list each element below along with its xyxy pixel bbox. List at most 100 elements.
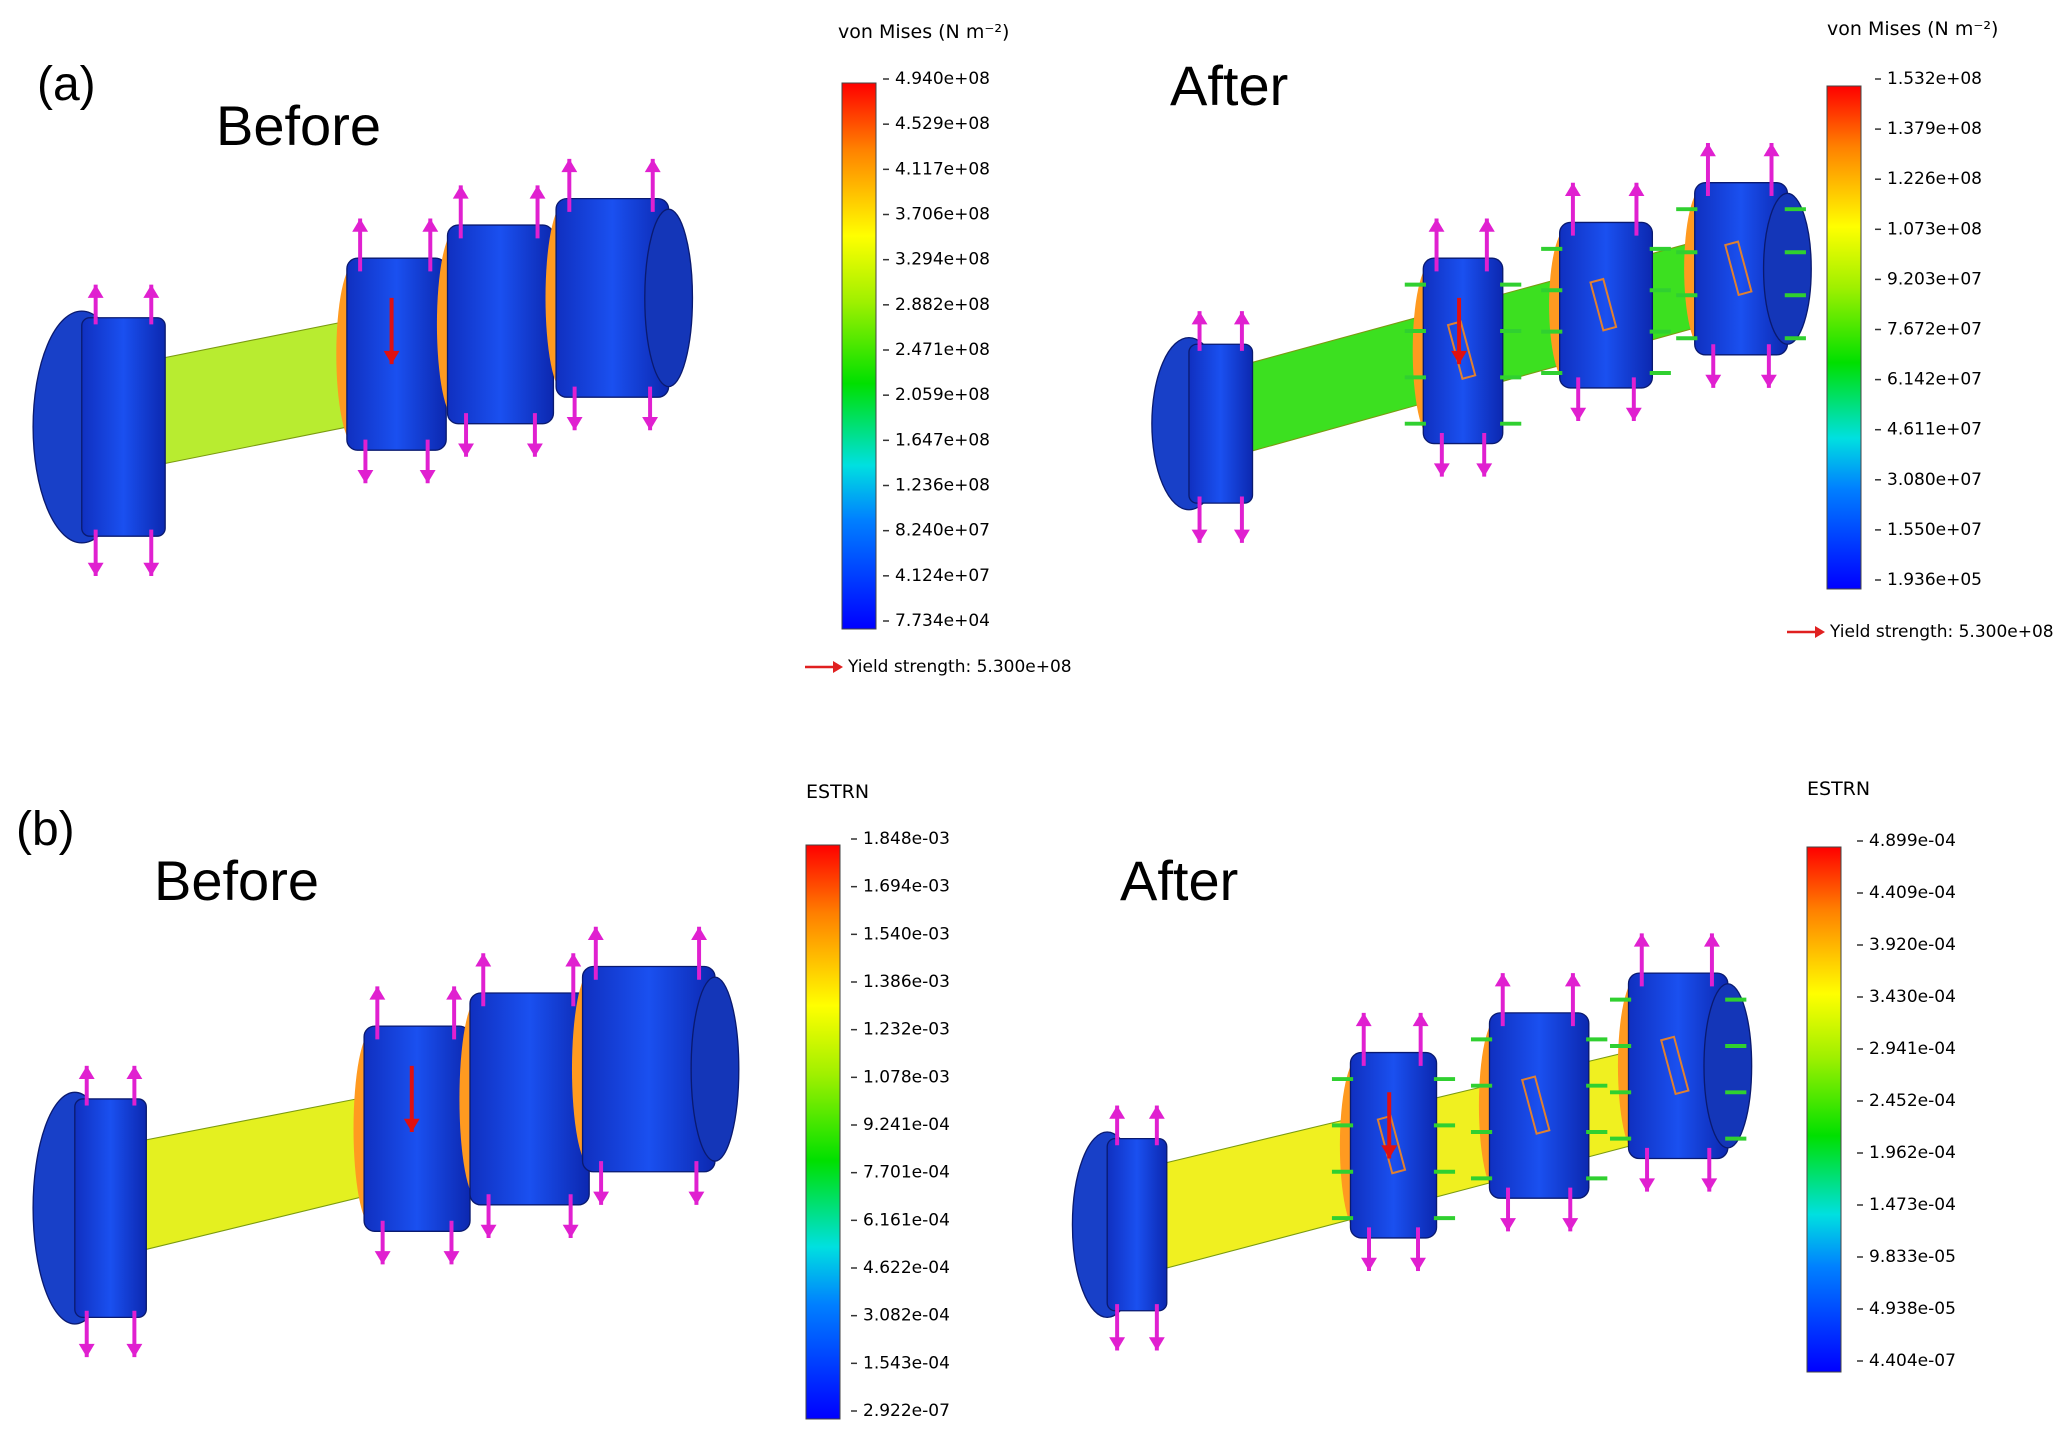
arrow-head — [644, 158, 661, 173]
disc — [1188, 343, 1254, 504]
panel-label: (b) — [16, 803, 75, 856]
arrow-head — [1500, 1218, 1516, 1232]
shaft-assembly — [32, 926, 740, 1358]
arrow-head — [352, 218, 369, 232]
arrow-head — [419, 470, 436, 484]
legend-tick-label: 2.941e-04 — [1869, 1039, 1956, 1059]
arrow-head — [480, 1224, 497, 1238]
arrow-head — [1564, 182, 1581, 196]
legend-tick-label: 4.940e+08 — [895, 69, 990, 89]
legend-tick-label: 8.240e+07 — [895, 521, 990, 541]
legend-tick-label: 4.124e+07 — [895, 566, 990, 586]
arrow-head — [143, 562, 160, 576]
arrow-head — [1705, 374, 1722, 388]
arrow-head — [1625, 407, 1642, 422]
disc — [469, 992, 590, 1206]
disc — [363, 1025, 471, 1232]
legend-tick-label: 9.833e-05 — [1869, 1247, 1956, 1267]
arrow-head — [691, 926, 708, 941]
shaft — [131, 317, 365, 471]
arrow-head — [1233, 529, 1250, 543]
disc-end — [644, 208, 694, 388]
disc — [1559, 221, 1654, 389]
legend-tick-label: 6.161e-04 — [863, 1210, 950, 1230]
arrow-head — [1410, 1257, 1426, 1272]
arrow-head — [1109, 1337, 1126, 1351]
legend-title: von Mises (N m⁻²) — [1827, 18, 1998, 40]
contact-mark — [1659, 1035, 1690, 1096]
legend-tick-label: 9.241e-04 — [863, 1115, 950, 1135]
arrow-head — [587, 926, 604, 941]
arrow-head — [1760, 374, 1777, 388]
legend-tick-label: 1.936e+05 — [1887, 570, 1982, 590]
yield-strength: Yield strength: 5.300e+08 — [847, 657, 1072, 677]
legend-tick-label: 1.647e+08 — [895, 430, 990, 450]
legend-tick-label: 1.073e+08 — [1887, 219, 1982, 239]
arrow-head — [1494, 973, 1511, 987]
arrow-head — [1815, 626, 1825, 638]
arrow-head — [1148, 1105, 1165, 1119]
legend-tick-label: 9.203e+07 — [1887, 269, 1982, 289]
disc — [74, 1098, 147, 1319]
arrow-head — [1191, 311, 1208, 325]
view-title: After — [1170, 54, 1288, 117]
legend-tick-label: 1.540e-03 — [863, 924, 950, 944]
legend-tick-label: 1.694e-03 — [863, 877, 950, 897]
arrow-head — [374, 1251, 391, 1265]
arrow-head — [475, 953, 492, 967]
contact-mark — [1724, 240, 1753, 297]
disc-end — [1762, 192, 1812, 345]
legend-title: ESTRN — [1807, 778, 1870, 800]
legend-tick-label: 1.232e-03 — [863, 1020, 950, 1040]
shaft — [138, 1092, 385, 1252]
legend-tick-label: 6.142e+07 — [1887, 370, 1982, 390]
view-title: Before — [154, 849, 319, 912]
arrow-head — [1412, 1012, 1429, 1027]
arrow-head — [566, 417, 583, 431]
panel-label: (a) — [37, 58, 96, 111]
arrow-head — [1700, 142, 1716, 157]
arrow-head — [562, 1224, 579, 1238]
arrow-head — [1639, 1178, 1655, 1192]
arrow-head — [357, 470, 374, 484]
arrow-head — [1562, 1218, 1579, 1232]
arrow-head — [1570, 407, 1587, 422]
legend-tick-label: 1.379e+08 — [1887, 119, 1982, 139]
arrow-head — [642, 417, 659, 431]
legend-tick-label: 3.294e+08 — [895, 250, 990, 270]
shaft-assembly — [32, 158, 694, 576]
legend-tick-label: 1.543e-04 — [863, 1353, 950, 1373]
legend-tick-label: 1.236e+08 — [895, 476, 990, 496]
arrow-head — [446, 986, 463, 1000]
arrow-head — [1233, 311, 1250, 325]
legend-tick-label: 1.226e+08 — [1887, 169, 1982, 189]
arrow-head — [688, 1191, 705, 1205]
legend-tick-label: 2.922e-07 — [863, 1401, 950, 1421]
arrow-head — [1381, 1145, 1398, 1159]
arrow-head — [1476, 463, 1493, 477]
shaft-assembly — [1071, 933, 1753, 1351]
arrow-head — [1763, 142, 1780, 157]
arrow-head — [1703, 933, 1720, 947]
legend-title: von Mises (N m⁻²) — [838, 21, 1009, 43]
legend-tick-label: 2.059e+08 — [895, 385, 990, 405]
legend-tick-label: 2.882e+08 — [895, 295, 990, 315]
legend-tick-label: 4.404e-07 — [1869, 1351, 1956, 1371]
arrow-head — [403, 1118, 420, 1133]
legend-tick-label: 1.473e-04 — [1869, 1195, 1956, 1215]
legend-tick-label: 4.529e+08 — [895, 114, 990, 134]
legend-tick-label: 4.622e-04 — [863, 1258, 950, 1278]
arrow-head — [1109, 1105, 1126, 1119]
legend-tick-label: 3.080e+07 — [1887, 470, 1982, 490]
arrow-head — [1628, 182, 1645, 196]
legend-tick-label: 2.452e-04 — [1869, 1091, 1956, 1111]
view-title: After — [1120, 849, 1238, 912]
arrow-head — [87, 562, 104, 576]
legend-tick-label: 3.920e-04 — [1869, 935, 1956, 955]
legend-tick-label: 4.611e+07 — [1887, 420, 1982, 440]
arrow-head — [78, 1065, 95, 1080]
legend-tick-label: 1.078e-03 — [863, 1067, 950, 1087]
arrow-head — [561, 158, 578, 173]
legend-tick-label: 4.117e+08 — [895, 159, 990, 179]
